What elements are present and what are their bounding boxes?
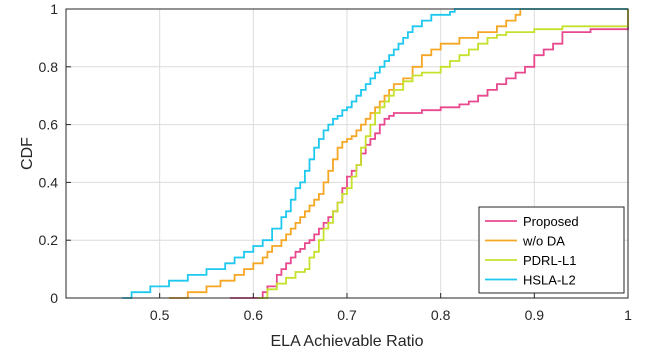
legend-label: PDRL-L1	[523, 253, 576, 268]
y-axis-title: CDF	[19, 137, 36, 170]
series-line-proposed	[229, 9, 629, 299]
legend-label: HSLA-L2	[523, 273, 576, 288]
y-tick-label: 0.8	[39, 59, 59, 75]
y-tick-label: 1	[50, 1, 58, 17]
legend-label: w/o DA	[522, 234, 565, 249]
x-tick-label: 0.9	[525, 307, 545, 323]
x-axis-title: ELA Achievable Ratio	[271, 333, 424, 350]
series-line-w-o-da	[169, 8, 628, 299]
series-line-pdrl-l1	[258, 9, 629, 299]
y-tick-label: 0.6	[39, 117, 59, 133]
x-tick-label: 0.5	[150, 307, 170, 323]
x-tick-label: 0.8	[431, 307, 451, 323]
legend-label: Proposed	[523, 214, 579, 229]
x-tick-label: 0.6	[244, 307, 264, 323]
series-line-hsla-l2	[122, 8, 628, 299]
legend: Proposed w/o DA PDRL-L1 HSLA-L2	[478, 206, 625, 294]
y-tick-label: 0	[50, 290, 58, 306]
series-layer	[122, 8, 629, 299]
x-tick-label: 1	[624, 307, 632, 323]
y-tick-label: 0.4	[39, 174, 59, 190]
legend-items: Proposed w/o DA PDRL-L1 HSLA-L2	[485, 214, 579, 288]
tick-layer: 0.5 0.6 0.7 0.8 0.9 1 0 0.2 0.4 0.6 0.8 1	[39, 1, 633, 323]
x-tick-label: 0.7	[337, 307, 357, 323]
y-tick-label: 0.2	[39, 232, 59, 248]
